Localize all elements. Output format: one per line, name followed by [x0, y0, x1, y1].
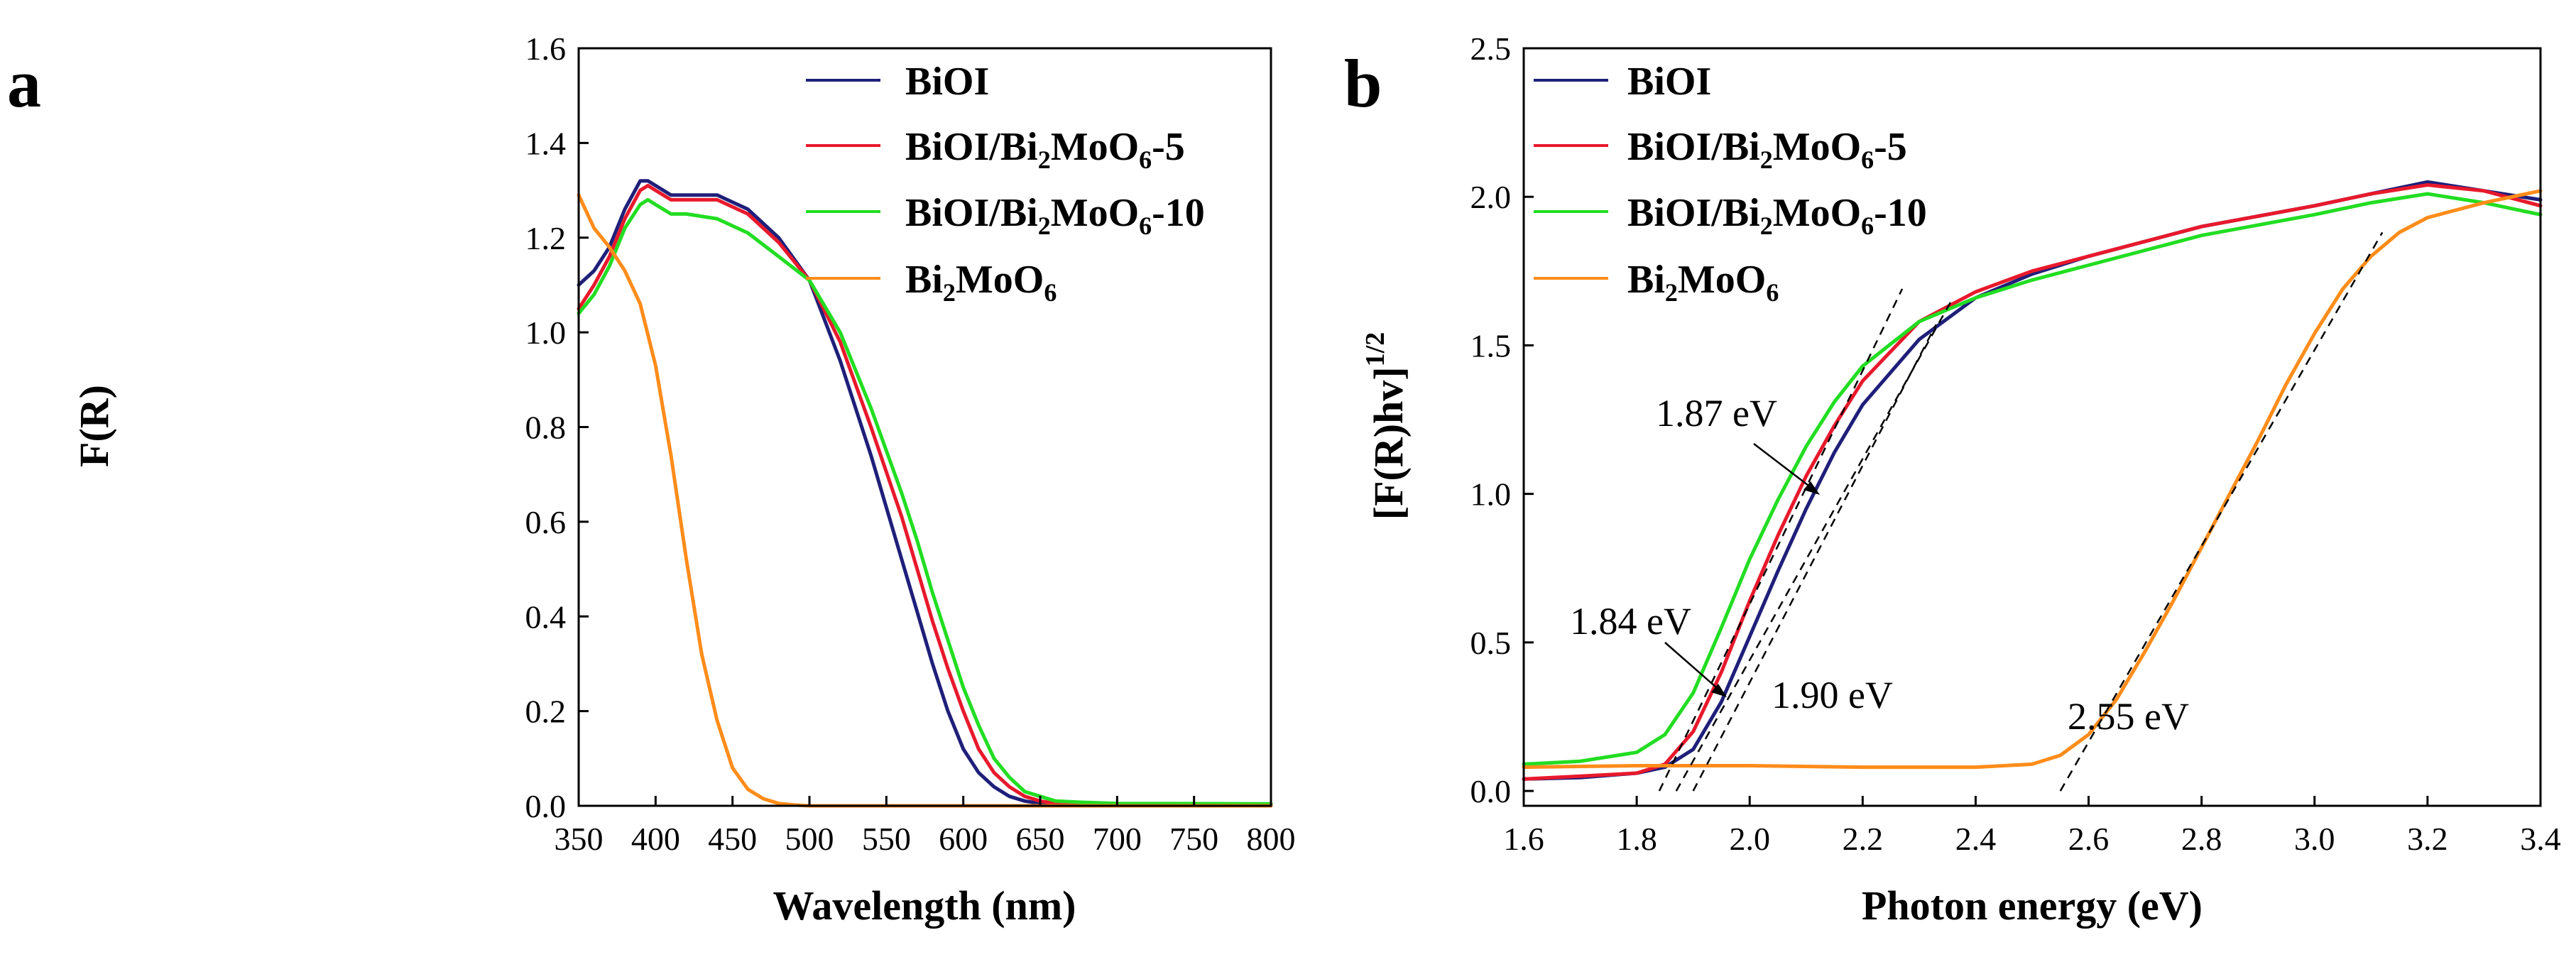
- chart-a-x-tick-label: 350: [555, 821, 604, 857]
- chart-b-y-axis-label: [F(R)hv]1/2: [1360, 332, 1412, 520]
- chart-a-y-tick-label: 0.8: [525, 410, 567, 446]
- chart-b-series-line-2: [1522, 192, 2543, 766]
- chart-b-legend-biOI: BiOI: [1627, 60, 1711, 104]
- chart-a-x-tick-label: 650: [1016, 821, 1065, 857]
- chart-b-tangent-line-0: [1658, 288, 1904, 792]
- chart-b-annotations: 1.87 eV 1.84 eV 1.90 eV 2.55 eV: [1570, 392, 2189, 738]
- chart-a-x-tick-label: 800: [1247, 821, 1296, 857]
- chart-b-x-tick-label: 2.4: [1955, 821, 1997, 857]
- chart-b-x-tick-label: 3.0: [2294, 821, 2335, 857]
- chart-b-y-tick-label: 1.0: [1470, 476, 1512, 513]
- chart-a-x-tick-label: 550: [862, 821, 911, 857]
- annotation-1-87-ev: 1.87 eV: [1656, 392, 1777, 434]
- chart-a-legend: BiOI BiOI/Bi2MoO6-5 BiOI/Bi2MoO6-10 Bi2M…: [806, 60, 1205, 307]
- chart-b-x-ticks: 1.6 1.8 2.0 2.2 2.4 2.6 2.8 3.0 3.2 3.4: [1503, 796, 2561, 857]
- chart-a-legend-bmo: Bi2MoO6: [905, 258, 1057, 307]
- chart-b-x-tick-label: 2.2: [1843, 821, 1884, 857]
- annotation-2-55-ev: 2.55 eV: [2068, 695, 2189, 738]
- annotation-1-87-ev-arrow: [1753, 443, 1815, 491]
- chart-a-legend-bmo10: BiOI/Bi2MoO6-10: [905, 191, 1205, 240]
- chart-a-x-tick-label: 400: [631, 821, 680, 857]
- chart-a-y-tick-label: 0.0: [525, 788, 567, 824]
- chart-b-y-tick-label: 0.0: [1470, 773, 1512, 809]
- chart-a: 350 400 450 500 550 600 650 700 750 800 0.0 0.2 0.4…: [71, 31, 1296, 929]
- chart-a-y-tick-label: 0.4: [525, 598, 567, 635]
- chart-a-y-tick-label: 0.6: [525, 504, 567, 540]
- annotation-1-90-ev: 1.90 eV: [1772, 674, 1893, 716]
- chart-a-x-tick-label: 500: [785, 821, 834, 857]
- chart-b-x-tick-label: 3.2: [2407, 821, 2448, 857]
- chart-b-y-tick-label: 1.5: [1470, 327, 1512, 364]
- chart-b-legend-bmo5: BiOI/Bi2MoO6-5: [1627, 125, 1907, 174]
- chart-b-legend-bmo: Bi2MoO6: [1627, 258, 1779, 307]
- chart-b-series-line-3: [1522, 189, 2543, 770]
- chart-a-legend-bmo5: BiOI/Bi2MoO6-5: [905, 125, 1185, 174]
- chart-b-series-line-1: [1522, 183, 2543, 781]
- chart-b-x-tick-label: 1.8: [1616, 821, 1657, 857]
- annotation-1-84-ev-arrowhead: [1711, 684, 1727, 697]
- annotation-1-87-ev-arrowhead: [1803, 481, 1820, 495]
- chart-a-y-tick-label: 1.2: [525, 220, 567, 256]
- chart-b-x-tick-label: 1.6: [1503, 821, 1544, 857]
- panel-label-b: b: [1344, 45, 1382, 121]
- chart-b-x-tick-label: 3.4: [2520, 821, 2561, 857]
- chart-b-x-tick-label: 2.0: [1729, 821, 1770, 857]
- chart-a-x-tick-label: 600: [939, 821, 988, 857]
- chart-a-series-line-0: [577, 179, 1273, 807]
- chart-a-series-line-1: [577, 183, 1273, 807]
- chart-b-x-axis-label: Photon energy (eV): [1862, 882, 2203, 929]
- chart-b-legend: BiOI BiOI/Bi2MoO6-5 BiOI/Bi2MoO6-10 Bi2M…: [1534, 60, 1927, 307]
- chart-b-x-tick-label: 2.6: [2068, 821, 2110, 857]
- chart-a-y-ticks: 0.0 0.2 0.4 0.6 0.8 1.0 1.2 1.4 1.6: [525, 31, 589, 824]
- chart-a-series-line-2: [577, 197, 1273, 806]
- chart-a-y-axis-label: F(R): [71, 385, 117, 467]
- chart-b-tangent-line-3: [2059, 231, 2384, 792]
- chart-a-x-tick-label: 700: [1093, 821, 1142, 857]
- chart-b-tangent-line-2: [1692, 324, 1937, 792]
- chart-b-series: [1522, 180, 2543, 781]
- chart-b-y-tick-label: 2.0: [1470, 179, 1512, 215]
- chart-b-y-tick-label: 0.5: [1470, 625, 1512, 661]
- chart-b-y-ticks: 0.0 0.5 1.0 1.5 2.0 2.5: [1470, 31, 1534, 809]
- chart-a-y-tick-label: 1.4: [525, 125, 567, 161]
- chart-b-frame: [1522, 47, 2542, 807]
- panel-label-a: a: [7, 45, 41, 121]
- annotation-1-84-ev-arrow: [1664, 642, 1723, 693]
- chart-b-y-tick-label: 2.5: [1470, 31, 1512, 67]
- chart-a-x-tick-label: 750: [1169, 821, 1218, 857]
- chart-b-legend-bmo10: BiOI/Bi2MoO6-10: [1627, 191, 1927, 240]
- chart-a-y-tick-label: 1.6: [525, 31, 567, 67]
- chart-b-x-tick-label: 2.8: [2181, 821, 2222, 857]
- annotation-1-84-ev: 1.84 eV: [1570, 600, 1691, 643]
- chart-a-x-axis-label: Wavelength (nm): [773, 882, 1076, 929]
- chart-b: 1.6 1.8 2.0 2.2 2.4 2.6 2.8 3.0 3.2 3.4 0.0 0.5 1.0…: [1360, 31, 2561, 929]
- chart-a-y-tick-label: 1.0: [525, 315, 567, 351]
- chart-b-tangent-line-1: [1675, 297, 1954, 792]
- chart-a-legend-biOI: BiOI: [905, 60, 989, 104]
- chart-b-tangents: [1658, 231, 2384, 792]
- chart-a-x-ticks: 350 400 450 500 550 600 650 700 750 800: [555, 796, 1296, 857]
- chart-a-x-tick-label: 450: [708, 821, 757, 857]
- chart-a-y-tick-label: 0.2: [525, 694, 567, 730]
